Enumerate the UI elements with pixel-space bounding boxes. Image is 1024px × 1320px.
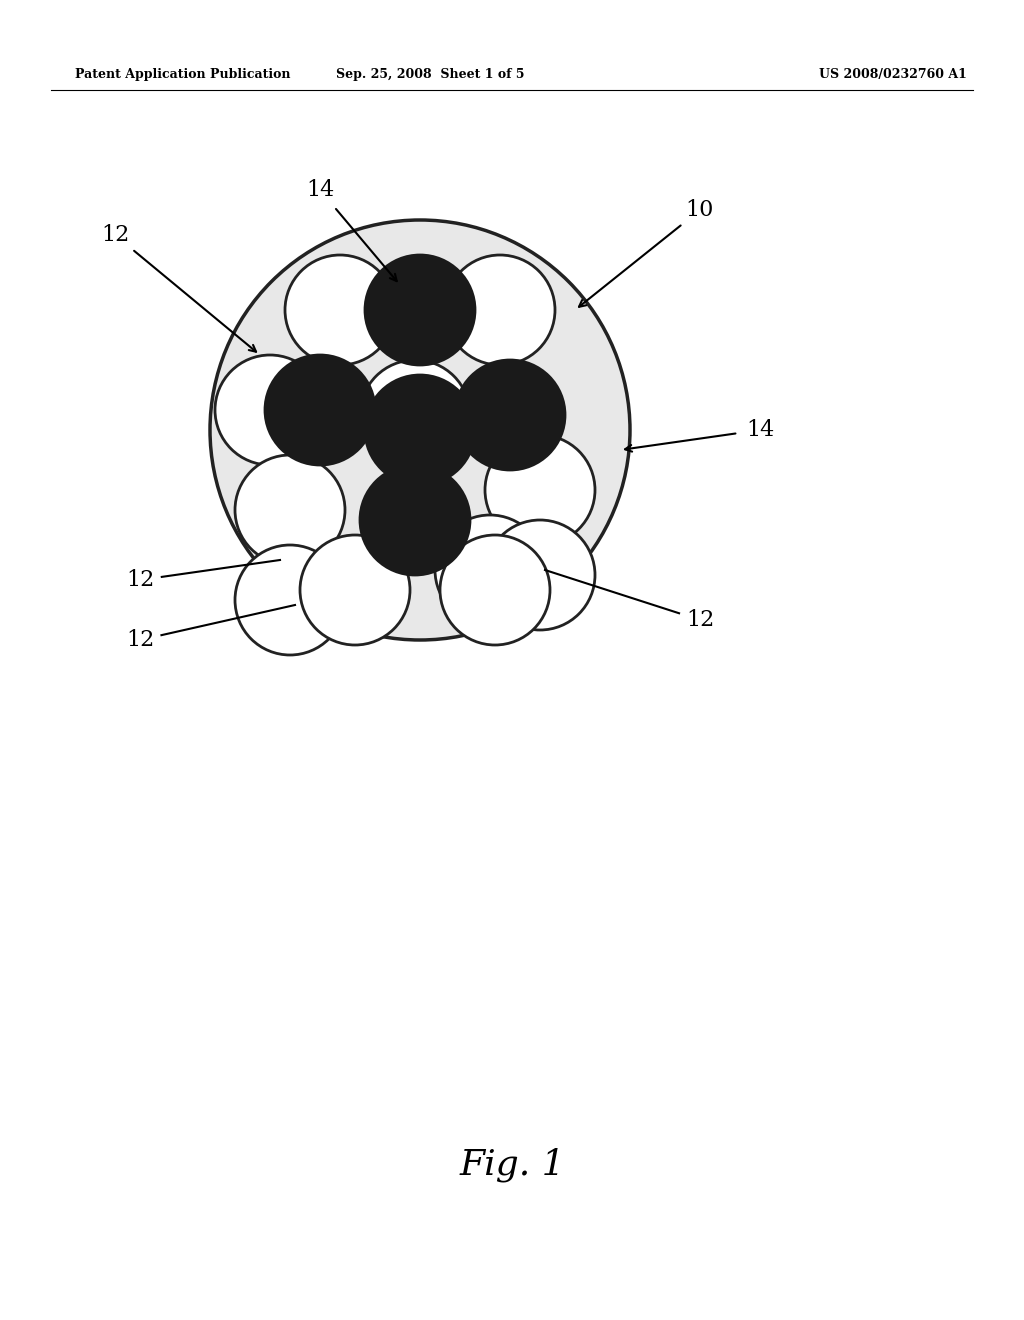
Text: US 2008/0232760 A1: US 2008/0232760 A1 <box>819 69 967 81</box>
Circle shape <box>365 375 475 484</box>
Circle shape <box>365 255 475 366</box>
Circle shape <box>234 455 345 565</box>
Text: Sep. 25, 2008  Sheet 1 of 5: Sep. 25, 2008 Sheet 1 of 5 <box>336 69 524 81</box>
Text: 14: 14 <box>306 180 334 201</box>
Circle shape <box>360 465 470 576</box>
Text: 12: 12 <box>126 569 155 591</box>
Text: 12: 12 <box>126 630 155 651</box>
Text: 10: 10 <box>686 199 714 220</box>
Circle shape <box>285 255 395 366</box>
Circle shape <box>215 355 325 465</box>
Circle shape <box>360 360 470 470</box>
Circle shape <box>234 545 345 655</box>
Circle shape <box>300 535 410 645</box>
Circle shape <box>210 220 630 640</box>
Text: 14: 14 <box>745 418 774 441</box>
Circle shape <box>445 255 555 366</box>
Circle shape <box>485 436 595 545</box>
Text: 12: 12 <box>686 609 714 631</box>
Text: 12: 12 <box>101 224 129 246</box>
Circle shape <box>440 535 550 645</box>
Circle shape <box>485 520 595 630</box>
Circle shape <box>265 355 375 465</box>
Circle shape <box>435 515 545 624</box>
Circle shape <box>455 360 565 470</box>
Text: Patent Application Publication: Patent Application Publication <box>75 69 291 81</box>
Text: Fig. 1: Fig. 1 <box>459 1148 565 1183</box>
